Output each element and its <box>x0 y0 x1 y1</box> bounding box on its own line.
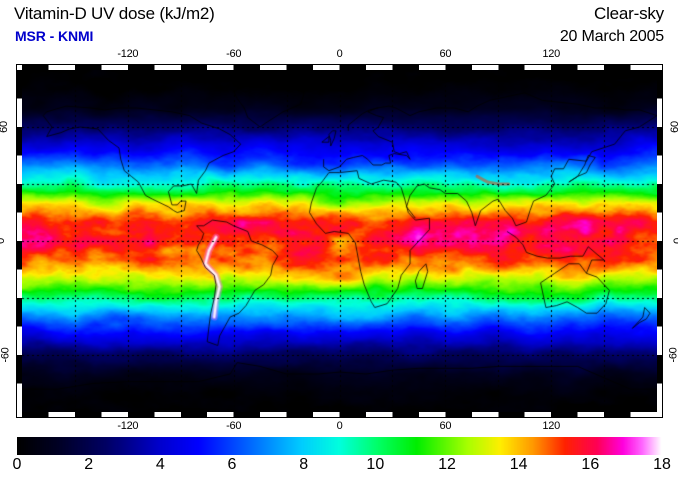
y-tick-right-0: 60 <box>669 121 678 133</box>
colorbar-tick-9: 18 <box>653 456 671 473</box>
x-tick-top-4: 120 <box>542 48 560 60</box>
y-tick-left-1: 0 <box>0 238 7 244</box>
colorbar-tick-4: 8 <box>299 456 309 473</box>
x-tick-bottom-3: 60 <box>439 420 452 432</box>
colorbar-tick-8: 16 <box>581 456 600 473</box>
colorbar-tick-7: 14 <box>509 456 528 473</box>
axis-ruler-right <box>657 70 662 412</box>
colorbar-tick-6: 12 <box>438 456 456 473</box>
x-tick-bottom-1: -60 <box>226 420 242 432</box>
x-tick-bottom-4: 120 <box>542 420 560 432</box>
x-tick-top-0: -120 <box>117 48 139 60</box>
colorbar-tick-labels: 0 2 4 6 8 10 12 14 16 18 <box>13 456 671 478</box>
x-tick-top-2: 0 <box>336 48 343 60</box>
x-tick-bottom-2: 0 <box>336 420 343 432</box>
frame-left <box>16 64 17 418</box>
page-title: Vitamin-D UV dose (kJ/m2) <box>14 4 215 23</box>
data-source-label: MSR - KNMI <box>15 28 94 44</box>
date-label: 20 March 2005 <box>559 28 664 45</box>
axis-ruler-top <box>22 65 657 70</box>
colorbar <box>17 437 662 455</box>
colorbar-tick-5: 10 <box>366 456 385 473</box>
map-raster <box>22 70 657 412</box>
x-tick-top-3: 60 <box>439 48 452 60</box>
sky-condition-label: Clear-sky <box>594 4 664 23</box>
x-tick-top-1: -60 <box>226 48 242 60</box>
y-tick-right-2: -60 <box>667 347 678 363</box>
y-tick-right-1: 0 <box>672 238 678 244</box>
frame-top <box>16 64 663 65</box>
axis-ruler-bottom <box>22 412 657 417</box>
map-plot-area: -120 -60 0 60 120 -120 -60 0 60 120 60 0 -60 60 0 -6… <box>0 48 678 432</box>
frame-right <box>662 64 663 418</box>
colorbar-tick-1: 2 <box>84 456 94 473</box>
axis-ruler-left <box>17 70 22 412</box>
frame-bottom <box>16 417 663 418</box>
colorbar-gradient <box>17 437 662 455</box>
x-tick-bottom-0: -120 <box>117 420 139 432</box>
y-tick-left-2: -60 <box>0 347 12 363</box>
colorbar-tick-3: 6 <box>227 456 237 473</box>
colorbar-tick-2: 4 <box>155 456 165 473</box>
colorbar-tick-0: 0 <box>12 456 22 473</box>
y-tick-left-0: 60 <box>0 121 10 133</box>
